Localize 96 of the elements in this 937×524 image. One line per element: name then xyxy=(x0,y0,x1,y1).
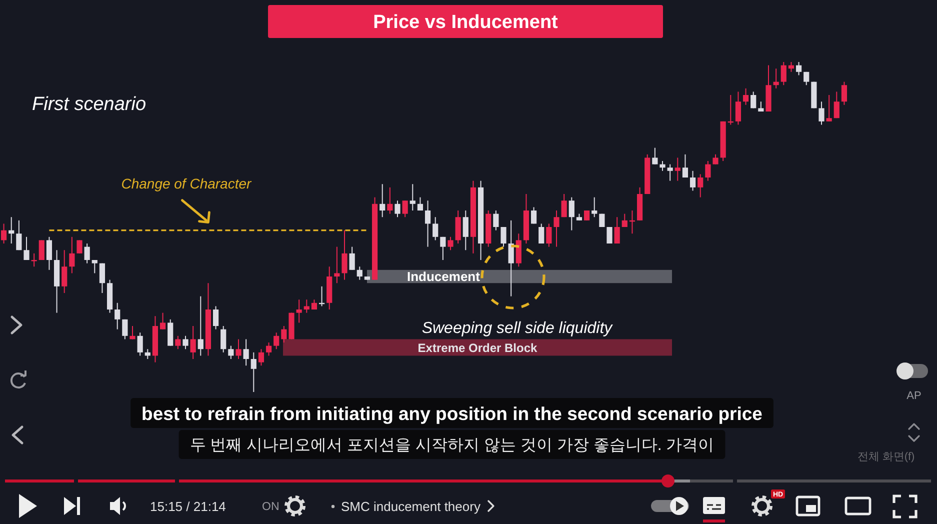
candlestick xyxy=(440,236,446,260)
candlestick xyxy=(182,335,188,350)
candlestick xyxy=(834,91,840,119)
candlestick xyxy=(266,342,272,356)
candlestick xyxy=(380,184,386,218)
candlestick xyxy=(826,94,832,122)
candlestick xyxy=(220,326,226,353)
candlestick xyxy=(258,348,264,366)
candlestick xyxy=(448,236,454,251)
candlestick xyxy=(682,154,688,178)
candlestick xyxy=(99,262,106,294)
candlestick xyxy=(122,318,128,340)
candlestick xyxy=(705,160,711,182)
candlestick xyxy=(356,266,362,280)
candlestick xyxy=(410,184,416,211)
candlestick xyxy=(175,335,181,350)
candlestick xyxy=(841,81,848,106)
candlestick xyxy=(462,210,468,251)
candlestick xyxy=(712,154,718,165)
candlestick xyxy=(742,88,749,106)
candlestick xyxy=(735,91,742,126)
candlestick xyxy=(592,196,598,218)
candlestick xyxy=(387,186,393,214)
candlestick xyxy=(568,196,574,231)
candlestick xyxy=(38,240,44,260)
candlestick xyxy=(236,338,242,360)
candlestick xyxy=(606,227,612,244)
candlestick xyxy=(500,226,506,248)
candlestick xyxy=(584,210,590,221)
text: 두 번째 시나리오에서 포지션을 시작하지 않는 것이 가장 좋습니다. 가격이 xyxy=(190,437,714,454)
candlestick xyxy=(516,233,522,268)
text: SMC inducement theory xyxy=(341,499,481,514)
candlestick xyxy=(349,246,355,270)
candlestick xyxy=(243,338,249,366)
text: ON xyxy=(262,501,280,513)
chart-title: Price vs Inducement xyxy=(373,12,559,33)
candlestick xyxy=(62,250,68,294)
candlestick xyxy=(69,236,75,274)
candlestick xyxy=(16,220,22,251)
text: best to refrain from initiating any position in the second scenario price xyxy=(142,403,762,424)
candlestick xyxy=(530,206,537,224)
text: 전체 화면(f) xyxy=(857,451,915,463)
text: 15:15 / 21:14 xyxy=(150,499,226,514)
candlestick xyxy=(796,62,802,76)
candlestick xyxy=(614,216,620,244)
candlestick xyxy=(198,296,204,356)
candlestick xyxy=(690,170,696,192)
candlestick xyxy=(546,223,552,248)
candlestick xyxy=(667,164,673,182)
text: First scenario xyxy=(32,94,146,115)
candlestick xyxy=(212,306,219,330)
candlestick xyxy=(130,326,136,340)
candlestick xyxy=(304,299,310,314)
candlestick xyxy=(114,302,120,330)
candlestick xyxy=(76,240,82,254)
band-label: Inducement xyxy=(407,269,481,284)
candlestick xyxy=(228,345,234,360)
candlestick xyxy=(622,213,628,228)
candlestick xyxy=(432,216,438,241)
candlestick xyxy=(554,210,560,248)
candlestick xyxy=(296,299,302,324)
candlestick xyxy=(780,62,786,86)
candlestick xyxy=(424,200,431,248)
candlestick xyxy=(92,260,98,274)
candlestick xyxy=(137,332,143,356)
candlestick xyxy=(46,236,52,270)
candlestick xyxy=(0,223,7,244)
candlestick xyxy=(394,200,400,218)
candlestick xyxy=(455,210,461,244)
candlestick xyxy=(508,220,514,297)
text: Change of Character xyxy=(121,175,253,192)
candlestick xyxy=(417,196,424,211)
candlestick xyxy=(538,223,544,244)
candlestick xyxy=(660,160,666,172)
candlestick xyxy=(334,246,340,284)
text: AP xyxy=(906,390,922,402)
candlestick xyxy=(342,230,348,280)
candlestick xyxy=(24,236,30,260)
candlestick xyxy=(281,326,287,343)
candlestick xyxy=(804,71,810,86)
candlestick xyxy=(168,318,174,346)
candlestick xyxy=(698,174,704,198)
candlestick xyxy=(84,243,90,264)
candlestick xyxy=(250,352,256,392)
candlestick xyxy=(493,210,499,231)
annotation: Sweeping sell side liquidity xyxy=(422,320,614,337)
candlestick xyxy=(190,326,196,360)
candlestick xyxy=(561,194,567,218)
candlestick xyxy=(160,312,166,330)
candlestick xyxy=(674,157,680,182)
candlestick xyxy=(750,91,756,109)
candlestick xyxy=(818,101,824,126)
candlestick xyxy=(402,200,408,218)
band-label: Extreme Order Block xyxy=(418,340,538,355)
candlestick xyxy=(274,332,280,350)
candlestick xyxy=(652,147,658,165)
